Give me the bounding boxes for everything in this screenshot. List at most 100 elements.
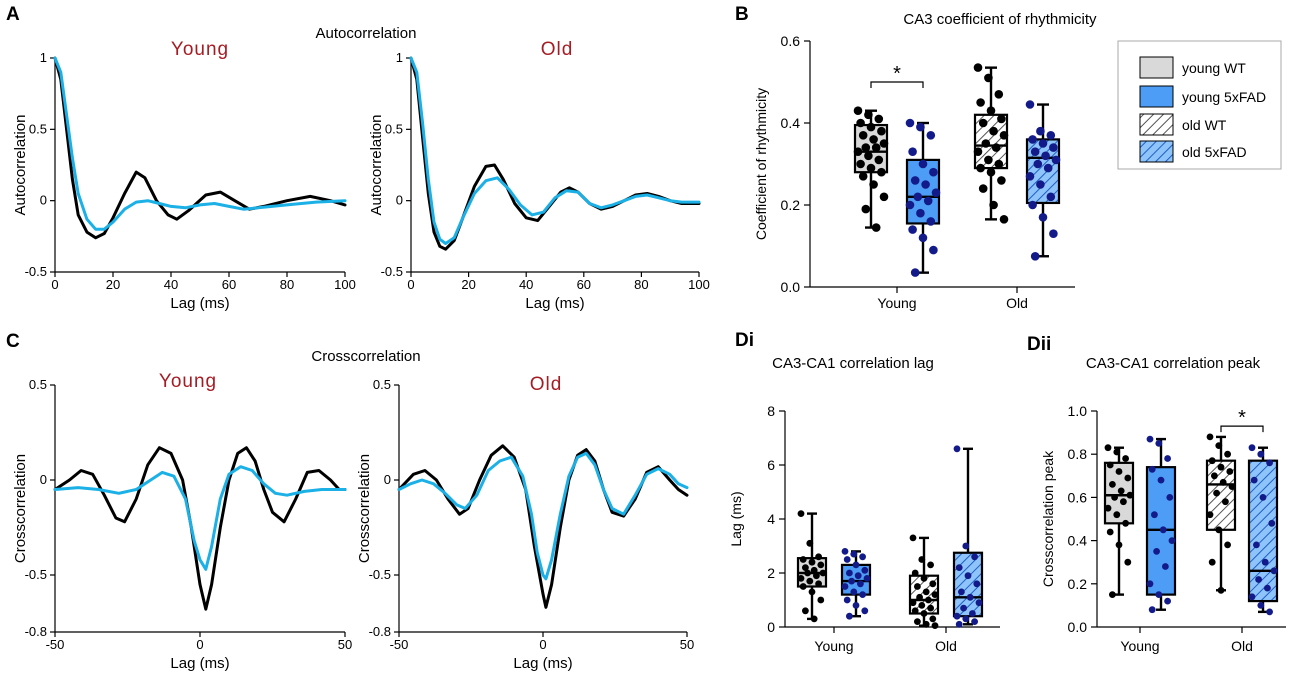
data-point — [1213, 489, 1220, 497]
data-point — [997, 114, 1006, 124]
data-point — [1222, 498, 1229, 506]
group-title: Old — [541, 39, 574, 60]
y-tick-label: -0.8 — [25, 624, 47, 639]
box-old-wt — [908, 534, 940, 629]
category-label: Old — [1006, 295, 1028, 311]
y-tick-label: 1 — [40, 50, 47, 65]
data-point — [879, 192, 889, 202]
data-point — [1033, 159, 1043, 169]
data-point — [1109, 591, 1116, 598]
box-young-wt — [1103, 444, 1135, 598]
data-point — [931, 188, 941, 197]
data-point — [1226, 468, 1234, 475]
data-point — [1025, 172, 1035, 181]
data-point — [916, 122, 925, 132]
y-tick-label: -0.5 — [25, 264, 47, 279]
x-tick-label: 20 — [461, 277, 475, 292]
data-point — [815, 580, 822, 588]
data-point — [958, 588, 965, 596]
data-point — [1257, 602, 1265, 609]
data-point — [852, 602, 860, 609]
data-point — [978, 118, 988, 128]
data-point — [1104, 444, 1112, 452]
group-title: Old — [530, 374, 563, 395]
legend-label-old-5xfad: old 5xFAD — [1182, 144, 1247, 160]
y-tick-label: 0.6 — [1068, 489, 1088, 505]
data-point — [910, 268, 920, 277]
data-point — [905, 200, 915, 210]
data-point — [962, 542, 970, 550]
data-point — [817, 596, 825, 604]
data-point — [1224, 541, 1231, 549]
series-line-5xfad — [397, 451, 689, 581]
box-old-5xfad — [952, 445, 984, 628]
legend-label-young-5xfad: young 5xFAD — [1182, 89, 1266, 105]
data-point — [1109, 481, 1116, 488]
data-point — [966, 593, 974, 601]
line-chart-C-old: -50 0 50 -0.8 -0.5 0 0.5 Lag (ms) Crosscorrelati… — [356, 374, 694, 672]
data-point — [813, 572, 820, 580]
box-young-5xfad — [840, 548, 872, 620]
data-point — [858, 172, 868, 181]
data-point — [879, 139, 889, 148]
y-tick-label: 0.5 — [385, 121, 403, 136]
data-point — [1266, 608, 1273, 616]
data-point — [914, 618, 921, 625]
data-point — [1206, 511, 1214, 519]
x-tick-label: 60 — [577, 277, 591, 292]
y-tick-label: 0 — [767, 619, 775, 635]
data-point — [929, 167, 938, 177]
data-point — [810, 566, 818, 574]
data-point — [999, 131, 1009, 140]
data-point — [1228, 483, 1236, 490]
data-point — [905, 118, 915, 128]
data-point — [1215, 442, 1223, 449]
data-point — [856, 118, 865, 128]
data-point — [1046, 131, 1056, 140]
data-point — [869, 135, 878, 144]
category-label: Young — [877, 295, 916, 311]
data-point — [799, 583, 807, 590]
series-line-wt — [409, 56, 701, 251]
y-tick-label: 8 — [767, 403, 775, 419]
category-label: Old — [1231, 638, 1253, 654]
data-point — [1155, 440, 1163, 447]
category-label: Old — [935, 638, 957, 654]
y-axis-title: Crosscorrelation — [356, 454, 373, 563]
data-point — [877, 167, 886, 177]
data-point — [1030, 251, 1040, 261]
data-point — [1120, 498, 1127, 506]
data-point — [989, 126, 998, 136]
y-tick-label: 0.6 — [781, 33, 801, 49]
data-point — [1122, 519, 1129, 527]
x-tick-label: 50 — [680, 637, 694, 652]
y-tick-label: -0.5 — [381, 264, 403, 279]
y-tick-label: 0.4 — [1068, 533, 1088, 549]
data-point — [1219, 478, 1227, 486]
data-point — [819, 569, 827, 577]
data-point — [1261, 558, 1269, 566]
data-point — [1104, 504, 1112, 512]
data-point — [1122, 455, 1129, 462]
significance-star: * — [893, 63, 901, 85]
data-point — [869, 180, 878, 189]
data-point — [1036, 180, 1045, 189]
data-point — [1268, 519, 1276, 527]
box-young-5xfad — [905, 118, 941, 277]
data-point — [955, 620, 963, 628]
y-axis-title: Lag (ms) — [728, 491, 744, 546]
line-chart-A-young: 0 20 40 60 80 100 -0.5 0 0.5 1 Lag (ms) Autocorrela… — [12, 39, 356, 312]
x-tick-label: -50 — [46, 637, 65, 652]
data-point — [1038, 139, 1048, 148]
data-point — [858, 131, 868, 140]
data-point — [1270, 567, 1278, 575]
data-point — [797, 510, 805, 517]
data-point — [926, 217, 936, 226]
data-point — [911, 569, 919, 577]
data-point — [1113, 448, 1121, 456]
box-old-5xfad — [1247, 444, 1279, 616]
data-point — [1164, 597, 1171, 605]
x-axis-title: Lag (ms) — [170, 295, 229, 312]
data-point — [850, 588, 858, 596]
